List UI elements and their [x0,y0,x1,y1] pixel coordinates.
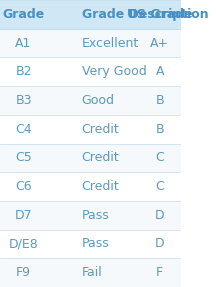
Text: Credit: Credit [82,123,119,136]
Text: D: D [155,209,165,222]
FancyBboxPatch shape [0,230,181,258]
Text: Credit: Credit [82,180,119,193]
Text: C6: C6 [15,180,32,193]
Text: D/E8: D/E8 [9,237,38,251]
Text: F9: F9 [16,266,31,279]
FancyBboxPatch shape [0,29,181,57]
Text: B3: B3 [15,94,32,107]
FancyBboxPatch shape [0,57,181,86]
Text: Pass: Pass [82,209,109,222]
FancyBboxPatch shape [0,172,181,201]
Text: Excellent: Excellent [82,36,139,50]
FancyBboxPatch shape [0,144,181,172]
FancyBboxPatch shape [0,0,181,29]
Text: A: A [156,65,164,78]
Text: Very Good: Very Good [82,65,146,78]
Text: C4: C4 [15,123,32,136]
Text: Pass: Pass [82,237,109,251]
Text: B: B [155,123,164,136]
Text: B2: B2 [15,65,32,78]
FancyBboxPatch shape [0,115,181,144]
Text: A+: A+ [150,36,169,50]
Text: Grade Description: Grade Description [82,8,208,21]
Text: C: C [155,180,164,193]
Text: C5: C5 [15,151,32,164]
Text: C: C [155,151,164,164]
Text: D: D [155,237,165,251]
Text: Good: Good [82,94,115,107]
Text: Grade: Grade [2,8,45,21]
Text: US Grade: US Grade [127,8,192,21]
Text: B: B [155,94,164,107]
FancyBboxPatch shape [0,86,181,115]
Text: Fail: Fail [82,266,102,279]
Text: Credit: Credit [82,151,119,164]
Text: A1: A1 [15,36,32,50]
FancyBboxPatch shape [0,258,181,287]
FancyBboxPatch shape [0,201,181,230]
Text: F: F [156,266,163,279]
Text: D7: D7 [15,209,32,222]
